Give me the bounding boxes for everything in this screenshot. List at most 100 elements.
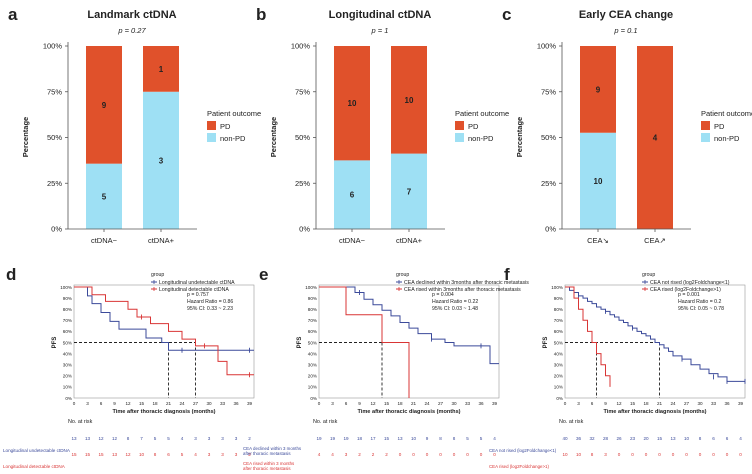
panel-label-e: e <box>259 265 268 284</box>
y-tick-label: 10% <box>554 385 563 390</box>
risk-count: 40 <box>562 436 568 441</box>
bar-count-label: 9 <box>102 101 107 110</box>
plot-frame <box>73 284 255 399</box>
risk-count: 3 <box>221 436 224 441</box>
x-tick-label: CEA↗ <box>644 236 666 245</box>
km-stat-text: Hazard Ratio = 0.22 <box>432 299 478 305</box>
risk-count: 2 <box>248 452 251 457</box>
chart-title-c: Early CEA change <box>579 9 673 21</box>
risk-count: 3 <box>221 452 224 457</box>
risk-count: 0 <box>439 452 442 457</box>
risk-count: 12 <box>112 436 118 441</box>
y-tick-label: 20% <box>308 374 317 379</box>
x-tick-label: 39 <box>247 401 253 406</box>
risk-count: 8 <box>699 436 702 441</box>
chart-title-a: Landmark ctDNA <box>87 9 176 21</box>
y-tick-label: 20% <box>63 374 72 379</box>
risk-count: 10 <box>684 436 690 441</box>
risk-count: 0 <box>631 452 634 457</box>
risk-count: 8 <box>591 452 594 457</box>
risk-label: Longitudinal detectable ctDNA <box>3 464 66 469</box>
x-tick-label: 30 <box>206 401 212 406</box>
risk-count: 15 <box>85 452 91 457</box>
y-tick-label: 100% <box>43 42 63 51</box>
y-tick-label: 90% <box>63 296 72 301</box>
x-tick-label: ctDNA− <box>339 236 366 245</box>
risk-table-title: No. at risk <box>559 419 584 425</box>
bar-count-label: 1 <box>159 65 164 74</box>
bar-segment <box>391 153 427 229</box>
panel-label-b: b <box>256 5 266 24</box>
panel-label-f: f <box>504 265 510 284</box>
y-tick-label: 10% <box>63 385 72 390</box>
y-tick-label: 40% <box>63 351 72 356</box>
y-tick-label: 30% <box>308 363 317 368</box>
risk-count: 9 <box>426 436 429 441</box>
x-tick-label: 24 <box>670 401 676 406</box>
legend-swatch-nonpd <box>455 133 464 142</box>
x-tick-label: 33 <box>465 401 471 406</box>
risk-count: 3 <box>235 452 238 457</box>
km-curve-red <box>319 286 410 398</box>
risk-count: 12 <box>98 436 104 441</box>
y-tick-label: 100% <box>551 285 563 290</box>
km-stat-text: 95% CI: 0.03 ~ 1.48 <box>432 306 478 312</box>
x-tick-label: 21 <box>657 401 663 406</box>
y-tick-label: 50% <box>63 340 72 345</box>
risk-count: 5 <box>480 436 483 441</box>
risk-count: 0 <box>672 452 675 457</box>
risk-count: 2 <box>385 452 388 457</box>
bar-segment <box>391 46 427 154</box>
bar-segment <box>143 46 179 92</box>
x-tick-label: 30 <box>451 401 457 406</box>
x-tick-label: 30 <box>697 401 703 406</box>
risk-count: 3 <box>194 436 197 441</box>
x-axis-label-f: Time after thoracic diagnosis (months) <box>603 409 706 415</box>
legend-label-nonpd: non-PD <box>468 134 494 143</box>
panel-label-a: a <box>8 5 18 24</box>
x-tick-label: 12 <box>616 401 622 406</box>
p-value-a: p = 0.27 <box>117 26 146 35</box>
risk-count: 36 <box>576 436 582 441</box>
legend-label-pd: PD <box>714 122 725 131</box>
km-stat-text: 95% CI: 0.33 ~ 2.23 <box>187 306 233 312</box>
risk-count: 32 <box>589 436 595 441</box>
risk-count: 13 <box>670 436 676 441</box>
km-stat-text: 95% CI: 0.05 ~ 0.78 <box>678 306 724 312</box>
risk-label: CEA rised within 3 months <box>243 461 295 466</box>
bar-segment <box>334 160 370 229</box>
x-tick-label: 21 <box>411 401 417 406</box>
risk-count: 0 <box>412 452 415 457</box>
km-legend-title: group <box>642 272 655 278</box>
y-tick-label: 60% <box>554 329 563 334</box>
risk-count: 20 <box>643 436 649 441</box>
risk-count: 6 <box>712 436 715 441</box>
bar-segment <box>580 132 616 229</box>
y-tick-label: 50% <box>308 340 317 345</box>
km-curve-red <box>565 286 611 387</box>
risk-count: 8 <box>154 452 157 457</box>
x-tick-label: 6 <box>100 401 103 406</box>
km-legend-title: group <box>396 272 409 278</box>
risk-label-cont: after thoracic metastasis <box>243 466 291 471</box>
risk-count: 0 <box>618 452 621 457</box>
legend-label-pd: PD <box>220 122 231 131</box>
risk-count: 3 <box>345 452 348 457</box>
bar-segment <box>580 46 616 133</box>
risk-count: 23 <box>630 436 636 441</box>
y-tick-label: 75% <box>47 87 62 96</box>
y-tick-label: 50% <box>295 133 310 142</box>
p-value-c: p = 0.1 <box>613 26 637 35</box>
x-tick-label: 36 <box>233 401 239 406</box>
y-tick-label: 90% <box>554 296 563 301</box>
y-tick-label: 70% <box>63 318 72 323</box>
risk-count: 19 <box>316 436 322 441</box>
p-value-b: p = 1 <box>371 26 389 35</box>
x-tick-label: 27 <box>193 401 199 406</box>
km-curve-blue <box>319 286 499 365</box>
km-legend-title: group <box>151 272 164 278</box>
risk-count: 18 <box>357 436 363 441</box>
risk-count: 15 <box>98 452 104 457</box>
bar-count-label: 9 <box>596 85 601 94</box>
risk-count: 13 <box>85 436 91 441</box>
